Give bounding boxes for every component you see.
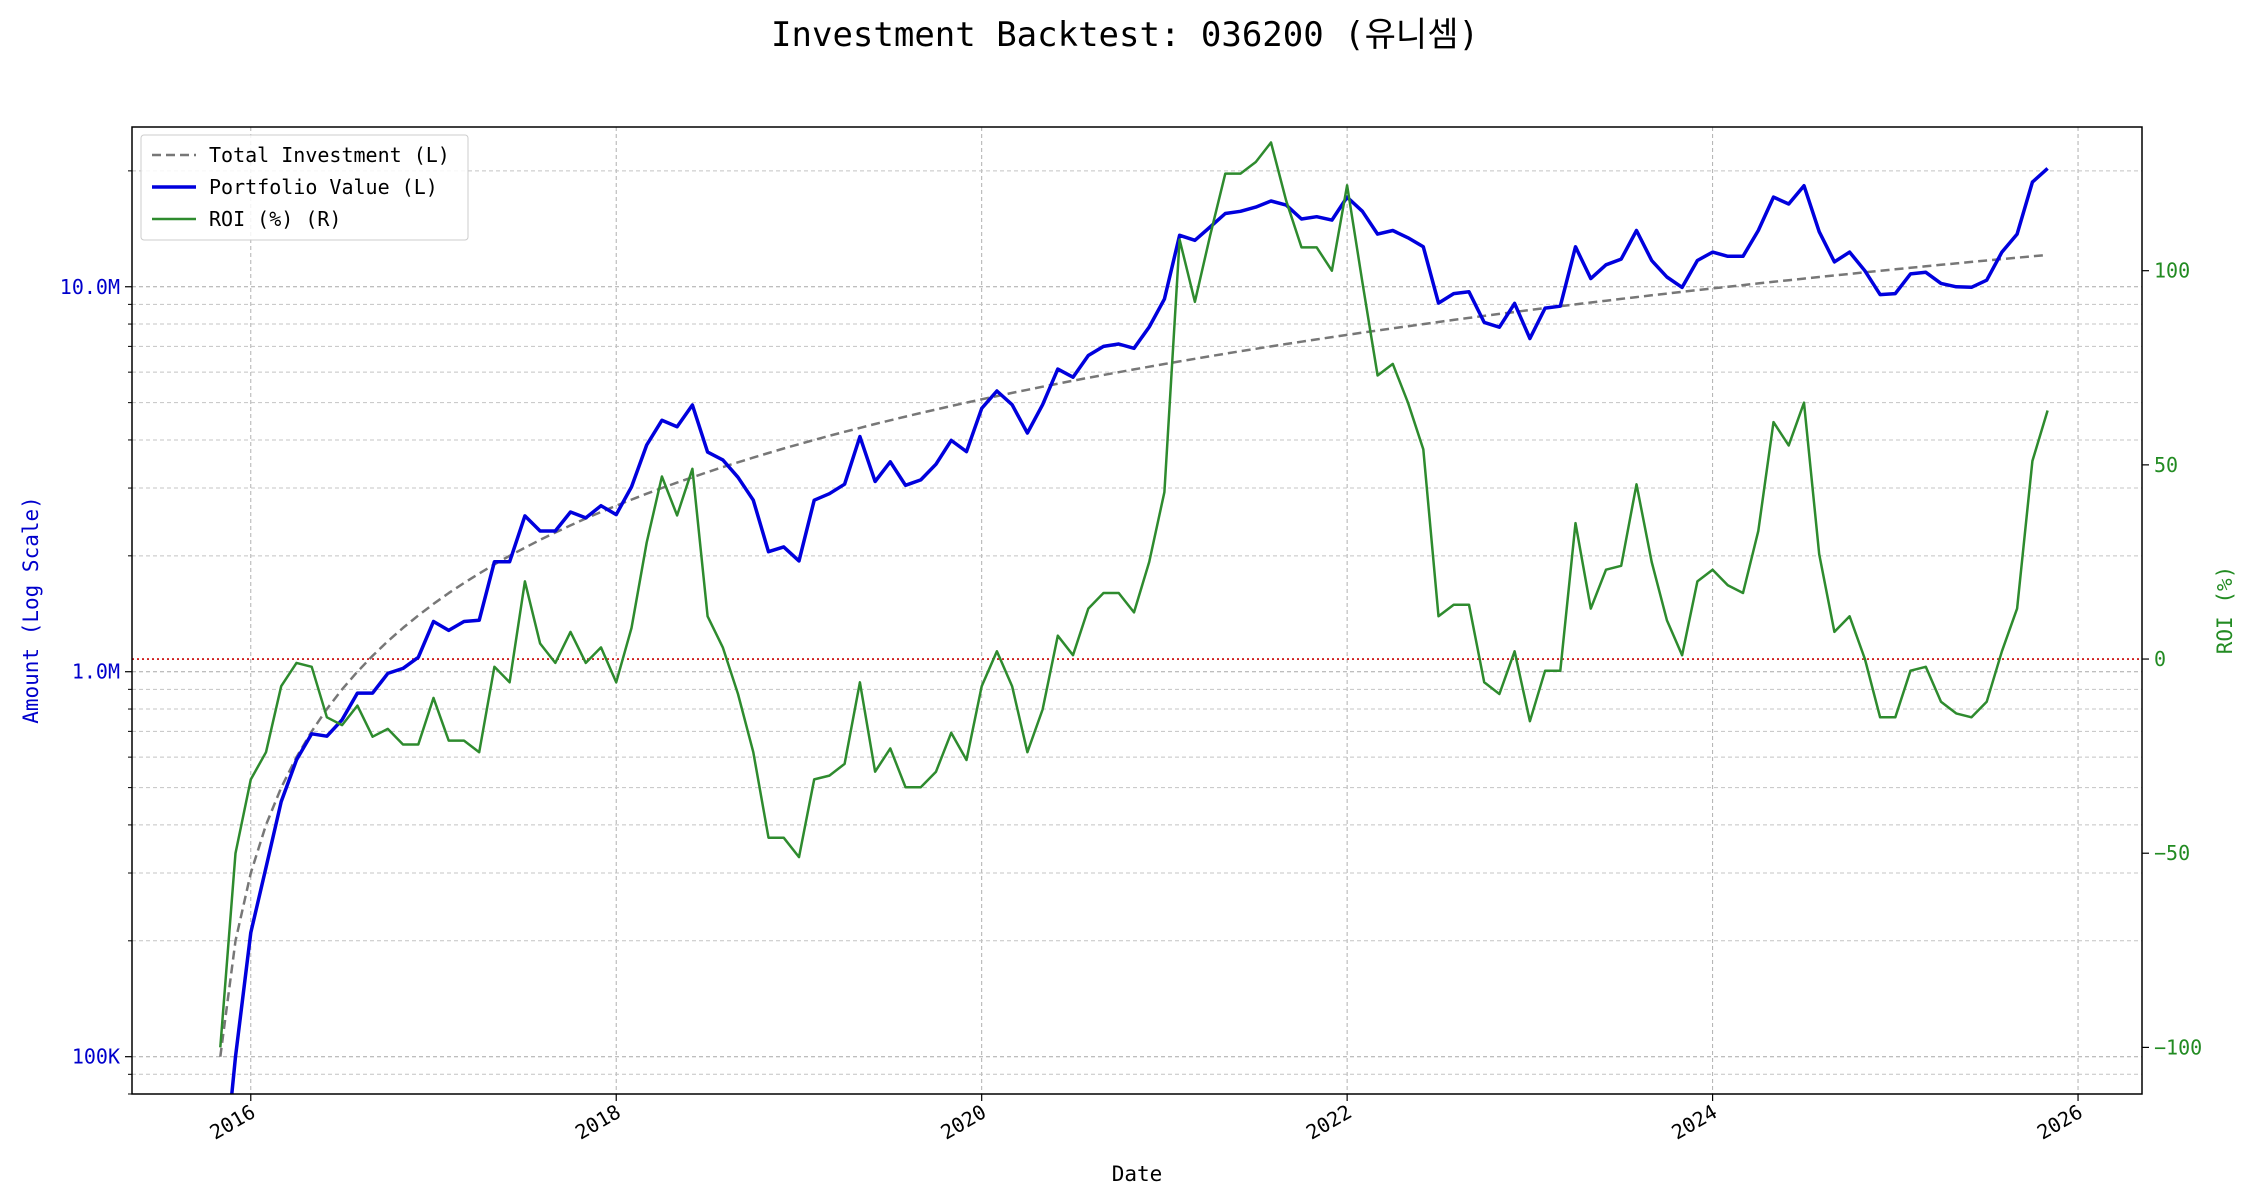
right-y-tick-label-2: 0: [2154, 647, 2166, 671]
legend-box: [140, 134, 469, 241]
series-line-total-investment: [219, 253, 2048, 1057]
series-line-portfolio-value: [230, 167, 2049, 1094]
x-tick-label-0: 2016: [206, 1100, 260, 1145]
x-tick-label-4: 2024: [1667, 1100, 1721, 1145]
x-tick-label-5: 2026: [2033, 1100, 2087, 1145]
series-group: [219, 141, 2049, 1094]
legend-label-roi: ROI (%) (R): [209, 207, 341, 231]
x-axis: 2016 2018 2020 2022 2024 2026: [206, 1094, 2087, 1144]
right-y-tick-label-0: −100: [2154, 1035, 2202, 1059]
right-y-axis: −100 −50 0 50 100: [2142, 259, 2202, 1059]
plot-frame: [131, 126, 2143, 1095]
chart-title: Investment Backtest: 036200 (유니셈): [771, 15, 1479, 55]
left-y-tick-label-1: 1.0M: [72, 660, 120, 684]
x-tick-label-3: 2022: [1302, 1100, 1356, 1145]
left-y-axis-label: Amount (Log Scale): [19, 496, 43, 724]
right-y-tick-label-1: −50: [2154, 841, 2190, 865]
x-axis-label: Date: [1112, 1162, 1163, 1186]
left-y-tick-label-2: 10.0M: [60, 275, 120, 299]
x-tick-label-1: 2018: [571, 1100, 625, 1145]
legend-label-portfolio: Portfolio Value (L): [209, 175, 438, 199]
x-tick-label-2: 2020: [936, 1100, 990, 1145]
right-y-tick-label-3: 50: [2154, 453, 2178, 477]
series-line-roi: [219, 141, 2049, 1048]
right-y-tick-label-4: 100: [2154, 259, 2190, 283]
left-y-axis: 100K 1.0M 10.0M: [60, 170, 132, 1095]
legend: Total Investment (L) Portfolio Value (L)…: [140, 134, 469, 241]
left-y-tick-label-0: 100K: [72, 1045, 120, 1069]
legend-label-investment: Total Investment (L): [209, 143, 450, 167]
grid: [132, 127, 2142, 1095]
right-y-axis-label: ROI (%): [2213, 566, 2237, 655]
